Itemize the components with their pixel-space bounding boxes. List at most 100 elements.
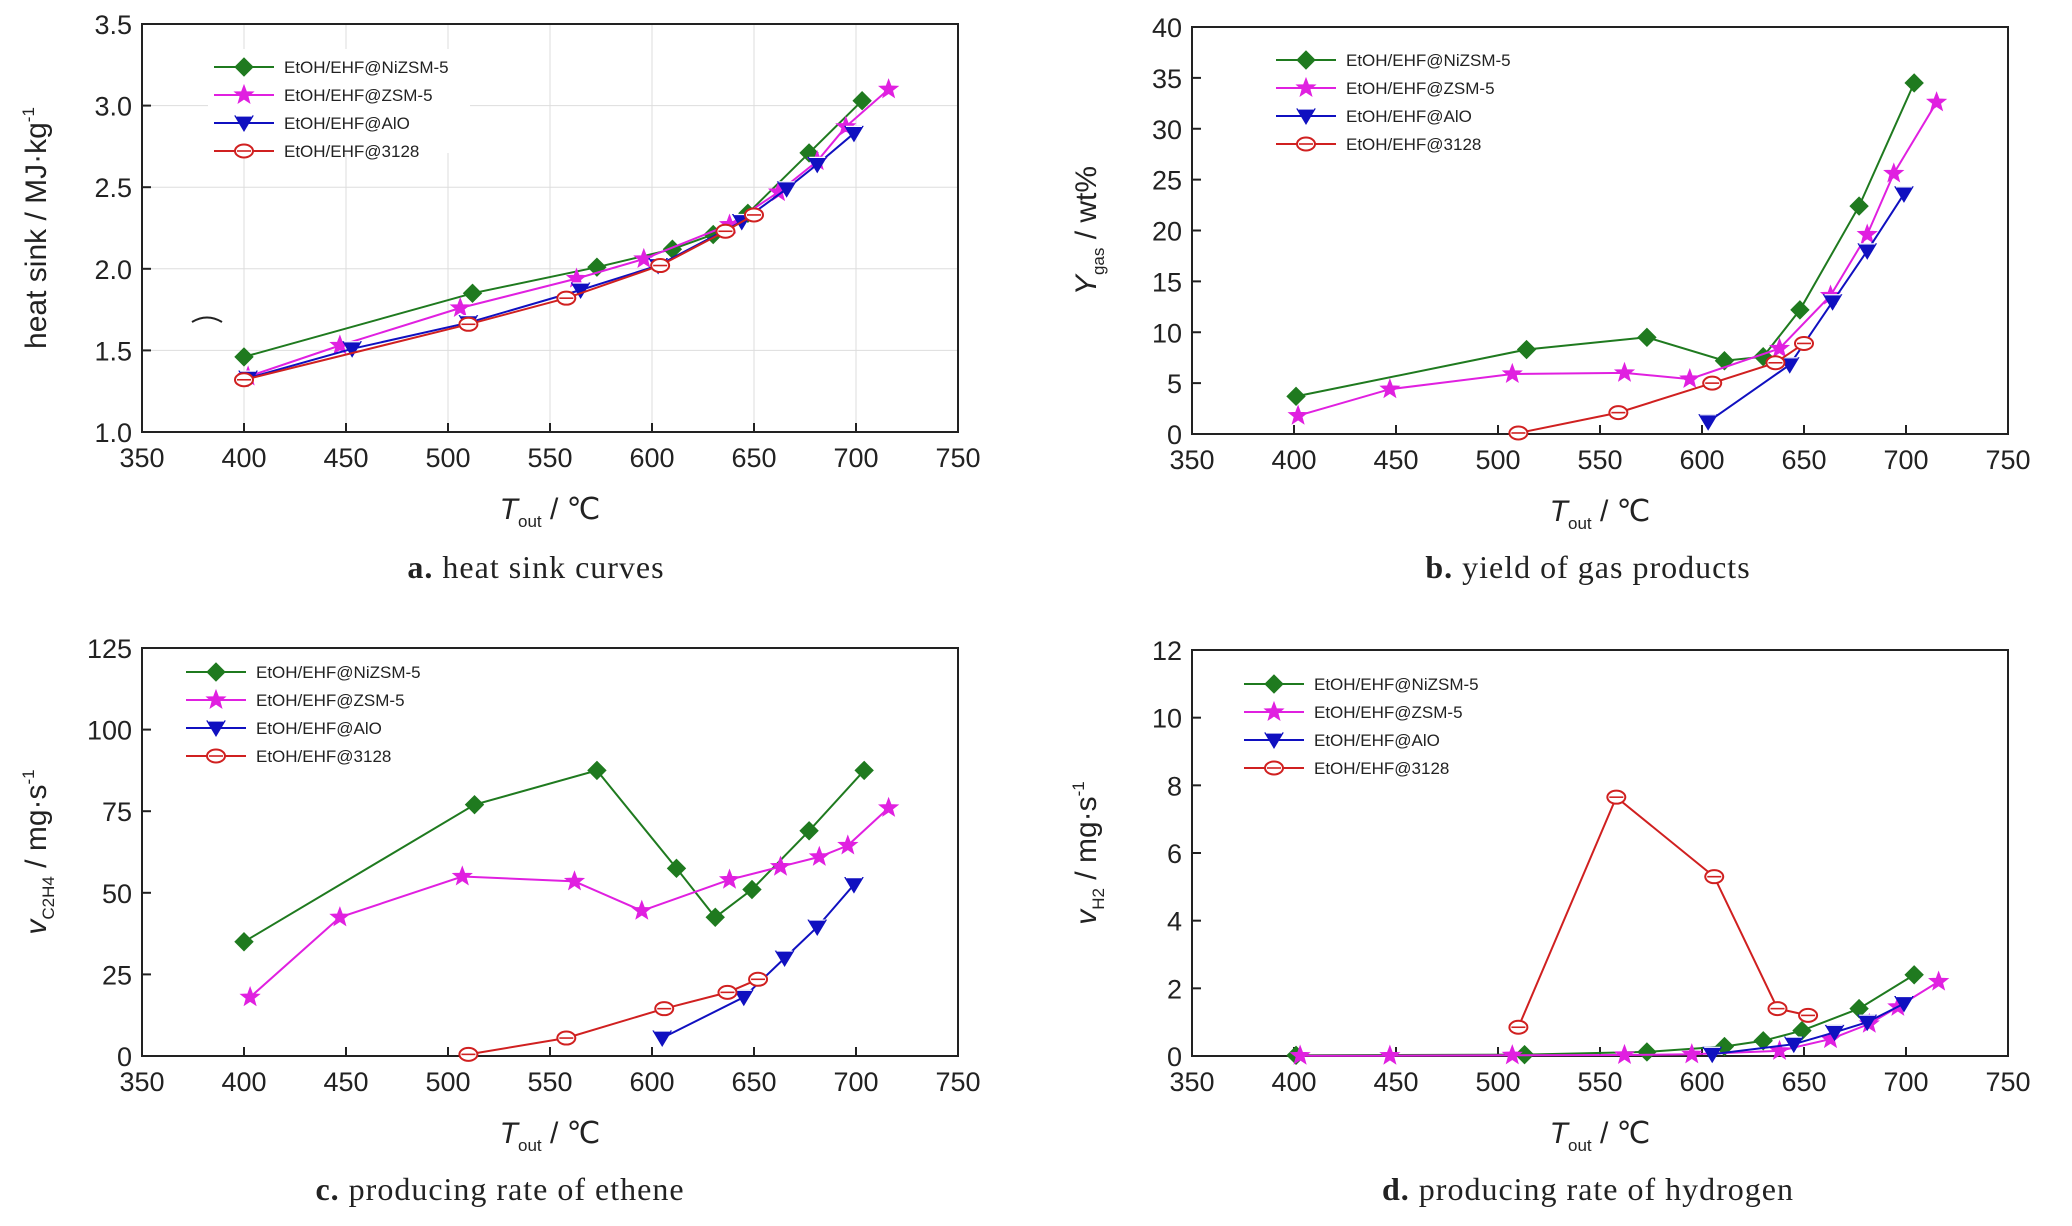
x-tick-label: 700: [1883, 445, 1928, 475]
y-axis-label-sub: C2H4: [39, 876, 58, 919]
legend-label: EtOH/EHF@3128: [284, 142, 419, 161]
data-point: [1856, 223, 1878, 244]
data-point: [666, 858, 687, 879]
y-axis-label-unit: / mg·s: [20, 784, 53, 876]
x-axis-label-unit: / ℃: [542, 1117, 601, 1150]
data-point: [799, 821, 819, 841]
y-tick-label: 40: [1152, 13, 1182, 43]
series-line: [1297, 101, 1938, 417]
x-tick-label: 550: [1577, 445, 1622, 475]
y-tick-label: 8: [1167, 771, 1182, 801]
y-tick-label: 6: [1167, 839, 1182, 869]
y-tick-label: 125: [87, 634, 132, 664]
data-point: [718, 868, 741, 889]
panel-caption-text: heat sink curves: [433, 549, 664, 585]
panel-caption-text: producing rate of hydrogen: [1410, 1171, 1794, 1207]
legend: EtOH/EHF@NiZSM-5 EtOH/EHF@ZSM-5 EtOH/EHF@A…: [208, 49, 470, 161]
legend-label: EtOH/EHF@3128: [1346, 135, 1481, 154]
panel-caption-letter: b.: [1425, 549, 1453, 585]
data-point: [1926, 91, 1948, 112]
x-tick-label: 650: [1781, 445, 1826, 475]
y-tick-label: 0: [1167, 1042, 1182, 1072]
data-point: [234, 932, 254, 952]
data-point: [451, 865, 473, 886]
x-axis-label-main: T: [500, 1117, 521, 1150]
x-tick-label: 400: [1271, 445, 1316, 475]
chart-panel-b: 350 400 450 500 550 600 650 700 750 0 5 10 15 20 25 30 3…: [1070, 13, 2031, 585]
data-point: [1894, 186, 1914, 203]
legend-label: EtOH/EHF@AlO: [256, 719, 382, 738]
series-etoh-ehf-nizsm-5: [1286, 965, 1924, 1066]
y-tick-label: 2: [1167, 974, 1182, 1004]
x-tick-label: 650: [1781, 1067, 1826, 1097]
y-tick-label: 3.5: [94, 10, 132, 40]
legend-marker: [205, 688, 227, 710]
data-point: [852, 90, 872, 111]
x-axis-label-unit: / ℃: [1592, 1117, 1651, 1150]
y-tick-label: 10: [1152, 704, 1182, 734]
x-axis-label: Tout / ℃: [1550, 1117, 1651, 1155]
series-line: [1295, 82, 1916, 398]
x-axis-label-unit: / ℃: [1592, 495, 1651, 528]
x-tick-label: 700: [833, 1067, 878, 1097]
data-point: [878, 796, 900, 817]
x-tick-label: 350: [1169, 1067, 1214, 1097]
data-point: [1702, 1046, 1723, 1064]
data-point: [1501, 362, 1523, 384]
data-point: [563, 870, 586, 891]
x-tick-label: 450: [1373, 445, 1418, 475]
panel-caption: d. producing rate of hydrogen: [1382, 1171, 1794, 1207]
panel-caption: b. yield of gas products: [1425, 549, 1750, 585]
data-point: [1857, 243, 1878, 260]
y-axis-label: heat sink / MJ·kg-1: [19, 107, 53, 349]
legend-marker: [233, 83, 255, 105]
x-tick-label: 750: [935, 1067, 980, 1097]
panel-caption-letter: d.: [1382, 1171, 1410, 1207]
data-point: [769, 855, 792, 876]
chart-panel-a: 350 400 450 500 550 600 650 700 750 1.0 1.5 2.0 2.5 3…: [19, 10, 981, 585]
y-tick-label: 12: [1152, 636, 1182, 666]
data-point: [464, 794, 485, 815]
series-etoh-ehf-3128: [1508, 335, 1814, 441]
series-etoh-ehf-alo: [652, 877, 864, 1048]
panel-caption-letter: c.: [315, 1171, 339, 1207]
y-axis-label: vH2 / mg·s-1: [1069, 781, 1108, 925]
y-tick-label: 5: [1167, 369, 1182, 399]
series-line: [1295, 973, 1915, 1057]
y-axis-label: Ygas / wt%: [1070, 166, 1108, 295]
y-tick-label: 2.5: [94, 173, 132, 203]
y-tick-label: 4: [1167, 907, 1182, 937]
chart-panel-c: 350 400 450 500 550 600 650 700 750 0 25 50 75 100 125…: [19, 634, 981, 1207]
data-point: [1928, 970, 1950, 991]
series-etoh-ehf-3128: [458, 971, 769, 1062]
data-point: [1501, 1044, 1523, 1065]
x-tick-label: 550: [527, 1067, 572, 1097]
x-tick-label: 450: [323, 1067, 368, 1097]
data-point: [1681, 1043, 1703, 1064]
y-axis-label-main: Y: [1070, 273, 1103, 295]
y-axis-label-sup: -1: [1069, 781, 1088, 796]
data-point: [854, 760, 874, 781]
data-point: [1849, 196, 1869, 216]
data-point: [733, 989, 754, 1007]
series-line: [249, 807, 890, 998]
x-tick-label: 350: [119, 443, 164, 473]
series-line: [243, 769, 865, 943]
data-point: [808, 845, 830, 866]
legend-label: EtOH/EHF@NiZSM-5: [1314, 675, 1479, 694]
y-tick-label: 2.0: [94, 255, 132, 285]
x-axis-label-sub: out: [518, 1136, 542, 1155]
x-tick-label: 700: [1883, 1067, 1928, 1097]
x-tick-label: 500: [1475, 445, 1520, 475]
series-line: [468, 978, 759, 1056]
data-point: [837, 834, 859, 855]
y-tick-label: 1.0: [94, 418, 132, 448]
legend-label: EtOH/EHF@ZSM-5: [1314, 703, 1463, 722]
series-etoh-ehf-alo: [1702, 995, 1914, 1064]
series-line: [247, 88, 890, 378]
data-point: [633, 247, 655, 269]
legend-label: EtOH/EHF@NiZSM-5: [1346, 51, 1511, 70]
data-point: [631, 899, 653, 920]
data-point: [1679, 367, 1701, 389]
x-tick-label: 750: [935, 443, 980, 473]
